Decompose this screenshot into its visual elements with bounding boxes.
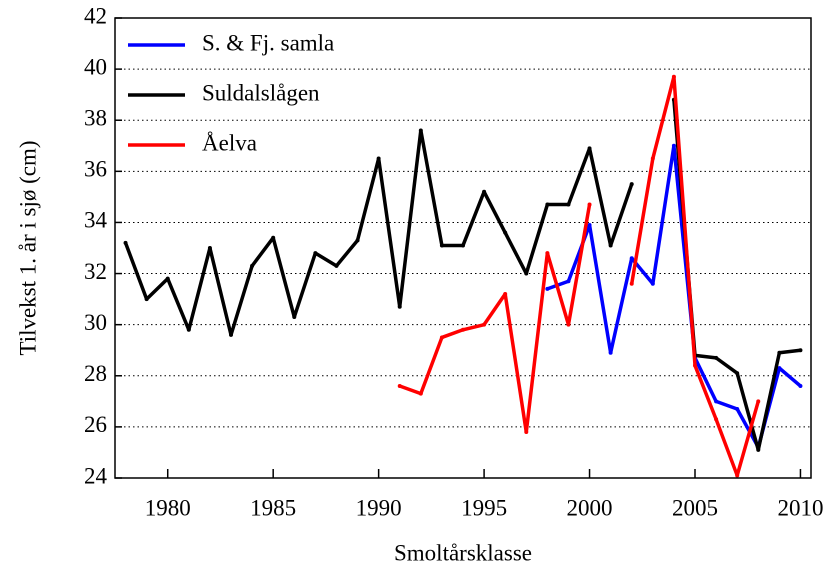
- point: [524, 271, 529, 276]
- y-tick-label: 26: [84, 412, 107, 437]
- point: [376, 156, 381, 161]
- y-tick-label: 32: [84, 259, 107, 284]
- point: [503, 292, 508, 296]
- point: [355, 238, 360, 243]
- point: [671, 143, 676, 148]
- y-tick-label: 34: [84, 208, 108, 233]
- point: [545, 202, 550, 207]
- legend-label: Suldalslågen: [202, 80, 320, 105]
- series-line: [399, 75, 760, 478]
- point: [165, 276, 170, 281]
- point: [777, 350, 782, 355]
- point: [714, 355, 719, 360]
- point: [418, 391, 423, 396]
- point: [292, 315, 297, 319]
- point: [123, 240, 128, 245]
- plot-frame: [114, 17, 812, 479]
- point: [250, 263, 255, 268]
- point: [608, 350, 613, 355]
- point: [418, 128, 423, 133]
- point: [186, 327, 191, 332]
- point: [735, 473, 740, 478]
- y-tick-label: 36: [84, 157, 107, 182]
- point: [587, 202, 592, 207]
- point: [566, 279, 571, 284]
- y-tick-label: 30: [84, 310, 107, 335]
- point: [524, 430, 529, 434]
- point: [545, 286, 550, 291]
- point: [629, 256, 634, 261]
- point: [482, 322, 487, 327]
- point: [798, 348, 803, 353]
- point: [545, 251, 550, 256]
- y-tick-label: 40: [84, 54, 107, 79]
- point: [566, 202, 571, 207]
- point: [271, 235, 276, 240]
- y-tick-label: 24: [84, 463, 108, 488]
- legend-label: S. & Fj. samla: [202, 30, 334, 55]
- point: [144, 297, 149, 302]
- point: [397, 304, 402, 309]
- point: [503, 230, 508, 235]
- point: [777, 366, 782, 371]
- point: [566, 322, 571, 327]
- x-tick-label: 2005: [672, 495, 718, 520]
- y-axis-title: Tilvekst 1. år i sjø (cm): [15, 140, 40, 355]
- y-tick-label: 42: [84, 3, 107, 28]
- point: [461, 327, 465, 332]
- point: [714, 399, 719, 404]
- point: [756, 447, 761, 452]
- point: [461, 243, 465, 248]
- point: [629, 182, 634, 187]
- point: [207, 246, 212, 250]
- point: [629, 281, 634, 286]
- y-tick-label: 38: [84, 106, 107, 131]
- point: [650, 281, 655, 286]
- point: [482, 189, 487, 194]
- point: [693, 363, 697, 368]
- legend-label: Åelva: [202, 130, 257, 155]
- point: [714, 417, 719, 422]
- point: [587, 146, 592, 151]
- x-axis-title: Smoltårsklasse: [394, 540, 532, 565]
- x-tick-label: 2000: [567, 495, 613, 520]
- point: [671, 74, 676, 79]
- point: [397, 384, 402, 388]
- x-tick-label: 1980: [145, 495, 191, 520]
- point: [608, 243, 613, 248]
- point: [439, 335, 444, 340]
- point: [756, 399, 761, 404]
- x-tick-label: 1995: [461, 495, 507, 520]
- point: [798, 384, 803, 388]
- point: [334, 263, 339, 268]
- point: [735, 371, 740, 376]
- y-tick-label: 28: [84, 361, 107, 386]
- x-tick-label: 1990: [356, 495, 402, 520]
- series-line: [546, 144, 802, 450]
- point: [439, 243, 444, 248]
- point: [229, 332, 233, 337]
- x-tick-label: 2010: [777, 495, 823, 520]
- x-tick-label: 1985: [250, 495, 296, 520]
- point: [313, 251, 318, 256]
- point: [735, 407, 740, 411]
- point: [587, 223, 592, 227]
- point: [650, 156, 655, 161]
